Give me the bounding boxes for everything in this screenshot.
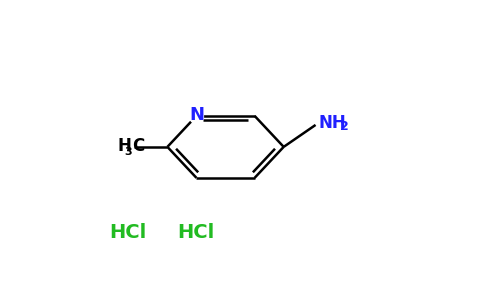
Text: 2: 2 (340, 120, 348, 133)
Text: H: H (118, 137, 132, 155)
Text: 3: 3 (124, 147, 132, 157)
Text: C: C (132, 137, 144, 155)
Text: N: N (189, 106, 204, 124)
Text: HCl: HCl (109, 223, 147, 242)
Text: HCl: HCl (177, 223, 214, 242)
Text: NH: NH (318, 114, 347, 132)
